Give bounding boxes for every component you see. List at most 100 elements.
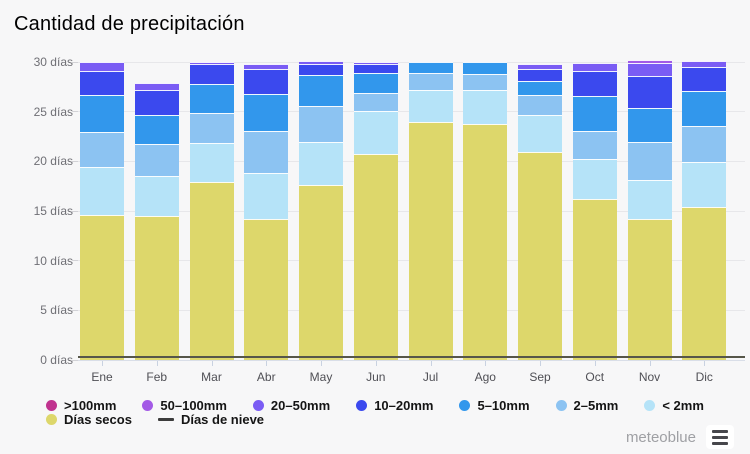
- bar-segment: [299, 185, 343, 360]
- bar-segment: [682, 125, 727, 163]
- bar-segment: [299, 105, 343, 143]
- legend-label: Días secos: [64, 411, 132, 427]
- bar-segment: [518, 114, 562, 153]
- bar-segment: [80, 214, 124, 360]
- bar-segment: [627, 63, 672, 76]
- gridline: [78, 61, 745, 63]
- x-tick: [211, 361, 213, 366]
- bar-segment: [518, 152, 562, 360]
- x-tick: [540, 361, 541, 366]
- legend-item-50-100mm: 50–100mm: [142, 398, 227, 413]
- y-tick: [72, 260, 78, 262]
- bar-segment: [463, 73, 508, 90]
- bar-jul: [408, 62, 453, 360]
- bar-segment: [299, 61, 343, 64]
- y-tick-label: 20 días: [33, 154, 73, 169]
- bar-segment: [627, 75, 672, 108]
- bar-sep: [518, 62, 562, 360]
- y-tick: [72, 210, 78, 212]
- bar-segment: [134, 176, 179, 216]
- bar-segment: [408, 89, 453, 122]
- y-tick: [72, 61, 78, 63]
- bar-segment: [189, 64, 234, 84]
- bar-segment: [518, 68, 562, 81]
- dot-swatch-icon: [644, 399, 656, 411]
- x-tick-label: Jul: [422, 370, 439, 384]
- x-tick: [485, 361, 487, 366]
- dot-swatch-icon: [459, 399, 471, 411]
- legend-item-5-10mm: 5–10mm: [459, 397, 530, 413]
- x-tick-label: Sep: [529, 370, 551, 384]
- bar-segment: [244, 64, 289, 69]
- dot-swatch-icon: [252, 399, 264, 411]
- bar-segment: [572, 159, 617, 200]
- bar-segment: [189, 112, 234, 144]
- bar-segment: [244, 173, 289, 219]
- x-tick-label: Nov: [638, 370, 661, 384]
- bar-segment: [572, 130, 617, 160]
- bar-jun: [353, 62, 398, 360]
- dot-swatch-icon: [46, 413, 57, 425]
- y-tick: [72, 359, 78, 361]
- x-tick: [266, 361, 268, 366]
- legend-row: Días secos Días de nieve: [46, 411, 746, 427]
- x-tick: [594, 361, 596, 366]
- bar-feb: [134, 62, 179, 360]
- x-tick-label: Abr: [256, 370, 276, 384]
- x-tick-label: Dic: [695, 370, 713, 384]
- bar-segment: [353, 64, 398, 73]
- bar-segment: [244, 68, 289, 94]
- y-tick: [72, 309, 78, 311]
- bar-segment: [189, 83, 234, 113]
- dot-swatch-icon: [46, 399, 57, 411]
- bar-oct: [572, 62, 617, 360]
- bar-segment: [463, 123, 508, 360]
- y-tick-label: 0 días: [40, 353, 73, 367]
- menu-icon[interactable]: [706, 425, 734, 449]
- x-tick: [430, 361, 432, 366]
- legend-item--2mm: < 2mm: [644, 398, 704, 413]
- x-tick: [321, 361, 322, 366]
- bar-segment: [627, 218, 672, 360]
- bar-segment: [353, 62, 398, 64]
- bar-segment: [189, 143, 234, 183]
- x-tick-label: Feb: [146, 370, 168, 384]
- x-tick-label: Ene: [91, 370, 113, 384]
- y-tick: [72, 160, 78, 162]
- legend-item-2-5mm: 2–5mm: [555, 397, 619, 413]
- legend-label: < 2mm: [662, 397, 704, 413]
- bar-segment: [408, 121, 453, 360]
- bar-segment: [134, 82, 179, 90]
- bar-nov: [627, 60, 672, 360]
- legend-label: 10–20mm: [374, 397, 434, 413]
- bar-segment: [189, 62, 234, 64]
- bar-segment: [134, 144, 179, 177]
- legend-label: 5–10mm: [477, 397, 530, 413]
- bar-segment: [80, 167, 124, 215]
- bar-abr: [244, 62, 289, 360]
- bar-segment: [353, 110, 398, 155]
- dot-swatch-icon: [356, 399, 368, 411]
- bar-segment: [134, 114, 179, 145]
- bar-segment: [627, 107, 672, 143]
- bar-segment: [463, 62, 508, 74]
- x-tick: [156, 361, 158, 366]
- bar-segment: [682, 90, 727, 126]
- bar-segment: [80, 131, 124, 168]
- y-tick-label: 30 días: [33, 55, 73, 69]
- snow-days-line: [78, 356, 745, 358]
- x-tick: [375, 361, 377, 366]
- y-tick-label: 25 días: [33, 104, 73, 119]
- legend-label: 20–50mm: [270, 397, 331, 413]
- bar-segment: [682, 207, 727, 360]
- bar-segment: [572, 199, 617, 360]
- bar-may: [299, 61, 343, 360]
- legend: >100mm 50–100mm 20–50mm 10–20mm 5–10mm 2–5mm <…: [46, 397, 746, 427]
- bar-segment: [572, 63, 617, 71]
- x-tick: [704, 361, 706, 366]
- legend-label: 2–5mm: [573, 397, 619, 413]
- bar-dic: [682, 61, 727, 360]
- bar-segment: [189, 182, 234, 360]
- legend-label: >100mm: [64, 397, 117, 413]
- y-tick-label: 15 días: [33, 204, 73, 218]
